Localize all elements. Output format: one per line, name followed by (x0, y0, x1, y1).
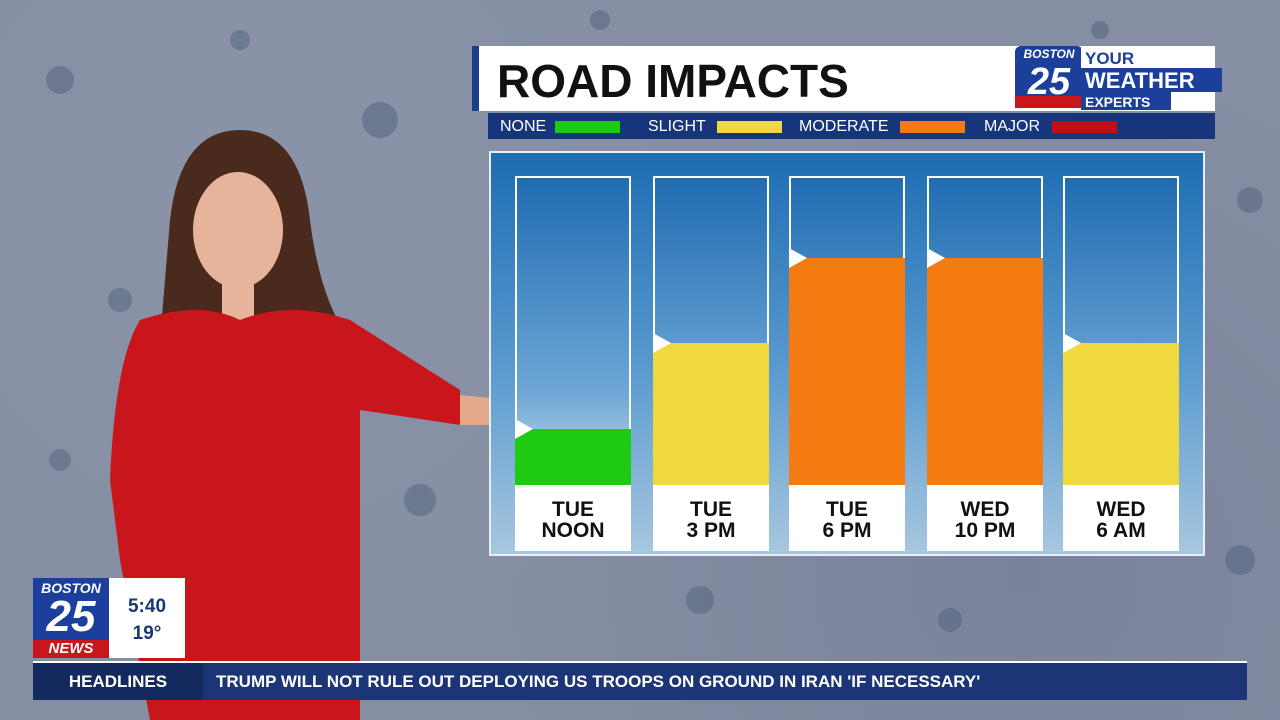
bug-city: BOSTON (41, 580, 101, 596)
level-marker (927, 247, 945, 268)
station-logo: BOSTON 25 YOUR WEATHER EXPERTS (1015, 46, 1222, 110)
logo-line2: WEATHER (1085, 68, 1195, 93)
x-tick-label: TUE 3 PM (653, 485, 769, 551)
legend-label: MODERATE (799, 118, 889, 135)
legend-swatch (555, 121, 620, 133)
ticker: HEADLINES TRUMP WILL NOT RULE OUT DEPLOY… (33, 661, 1247, 700)
bug-news: NEWS (33, 640, 109, 658)
ticker-text: TRUMP WILL NOT RULE OUT DEPLOYING US TRO… (216, 672, 981, 691)
legend-label: MAJOR (984, 118, 1040, 135)
logo-line3: EXPERTS (1085, 94, 1150, 110)
bar (927, 257, 1043, 485)
bug-logo: BOSTON 25 NEWS (33, 578, 109, 658)
level-marker (515, 419, 533, 440)
legend-label: SLIGHT (648, 118, 706, 135)
level-marker (1063, 333, 1081, 354)
bar (789, 257, 905, 485)
bug-number: 25 (46, 592, 96, 641)
legend-swatch (1052, 121, 1117, 133)
station-bug: BOSTON 25 NEWS 5:40 19° (33, 578, 185, 658)
x-tick-label: TUE NOON (515, 485, 631, 551)
logo-line1: YOUR (1085, 49, 1134, 68)
x-tick-label: WED 6 AM (1063, 485, 1179, 551)
bar (515, 429, 631, 485)
bar (653, 343, 769, 485)
level-marker (653, 333, 671, 354)
bug-temperature: 19° (132, 623, 162, 644)
chart-title: ROAD IMPACTS (497, 55, 849, 107)
legend-swatch (900, 121, 965, 133)
x-tick-label: WED 10 PM (927, 485, 1043, 551)
legend-swatch (717, 121, 782, 133)
logo-city: BOSTON (1023, 47, 1074, 61)
legend-label: NONE (500, 118, 547, 135)
logo-number: 25 (1027, 61, 1071, 103)
ticker-label: HEADLINES (33, 663, 203, 700)
bar (1063, 343, 1179, 485)
x-tick-label: TUE 6 PM (789, 485, 905, 551)
bug-time: 5:40 (127, 596, 167, 617)
level-marker (789, 247, 807, 268)
